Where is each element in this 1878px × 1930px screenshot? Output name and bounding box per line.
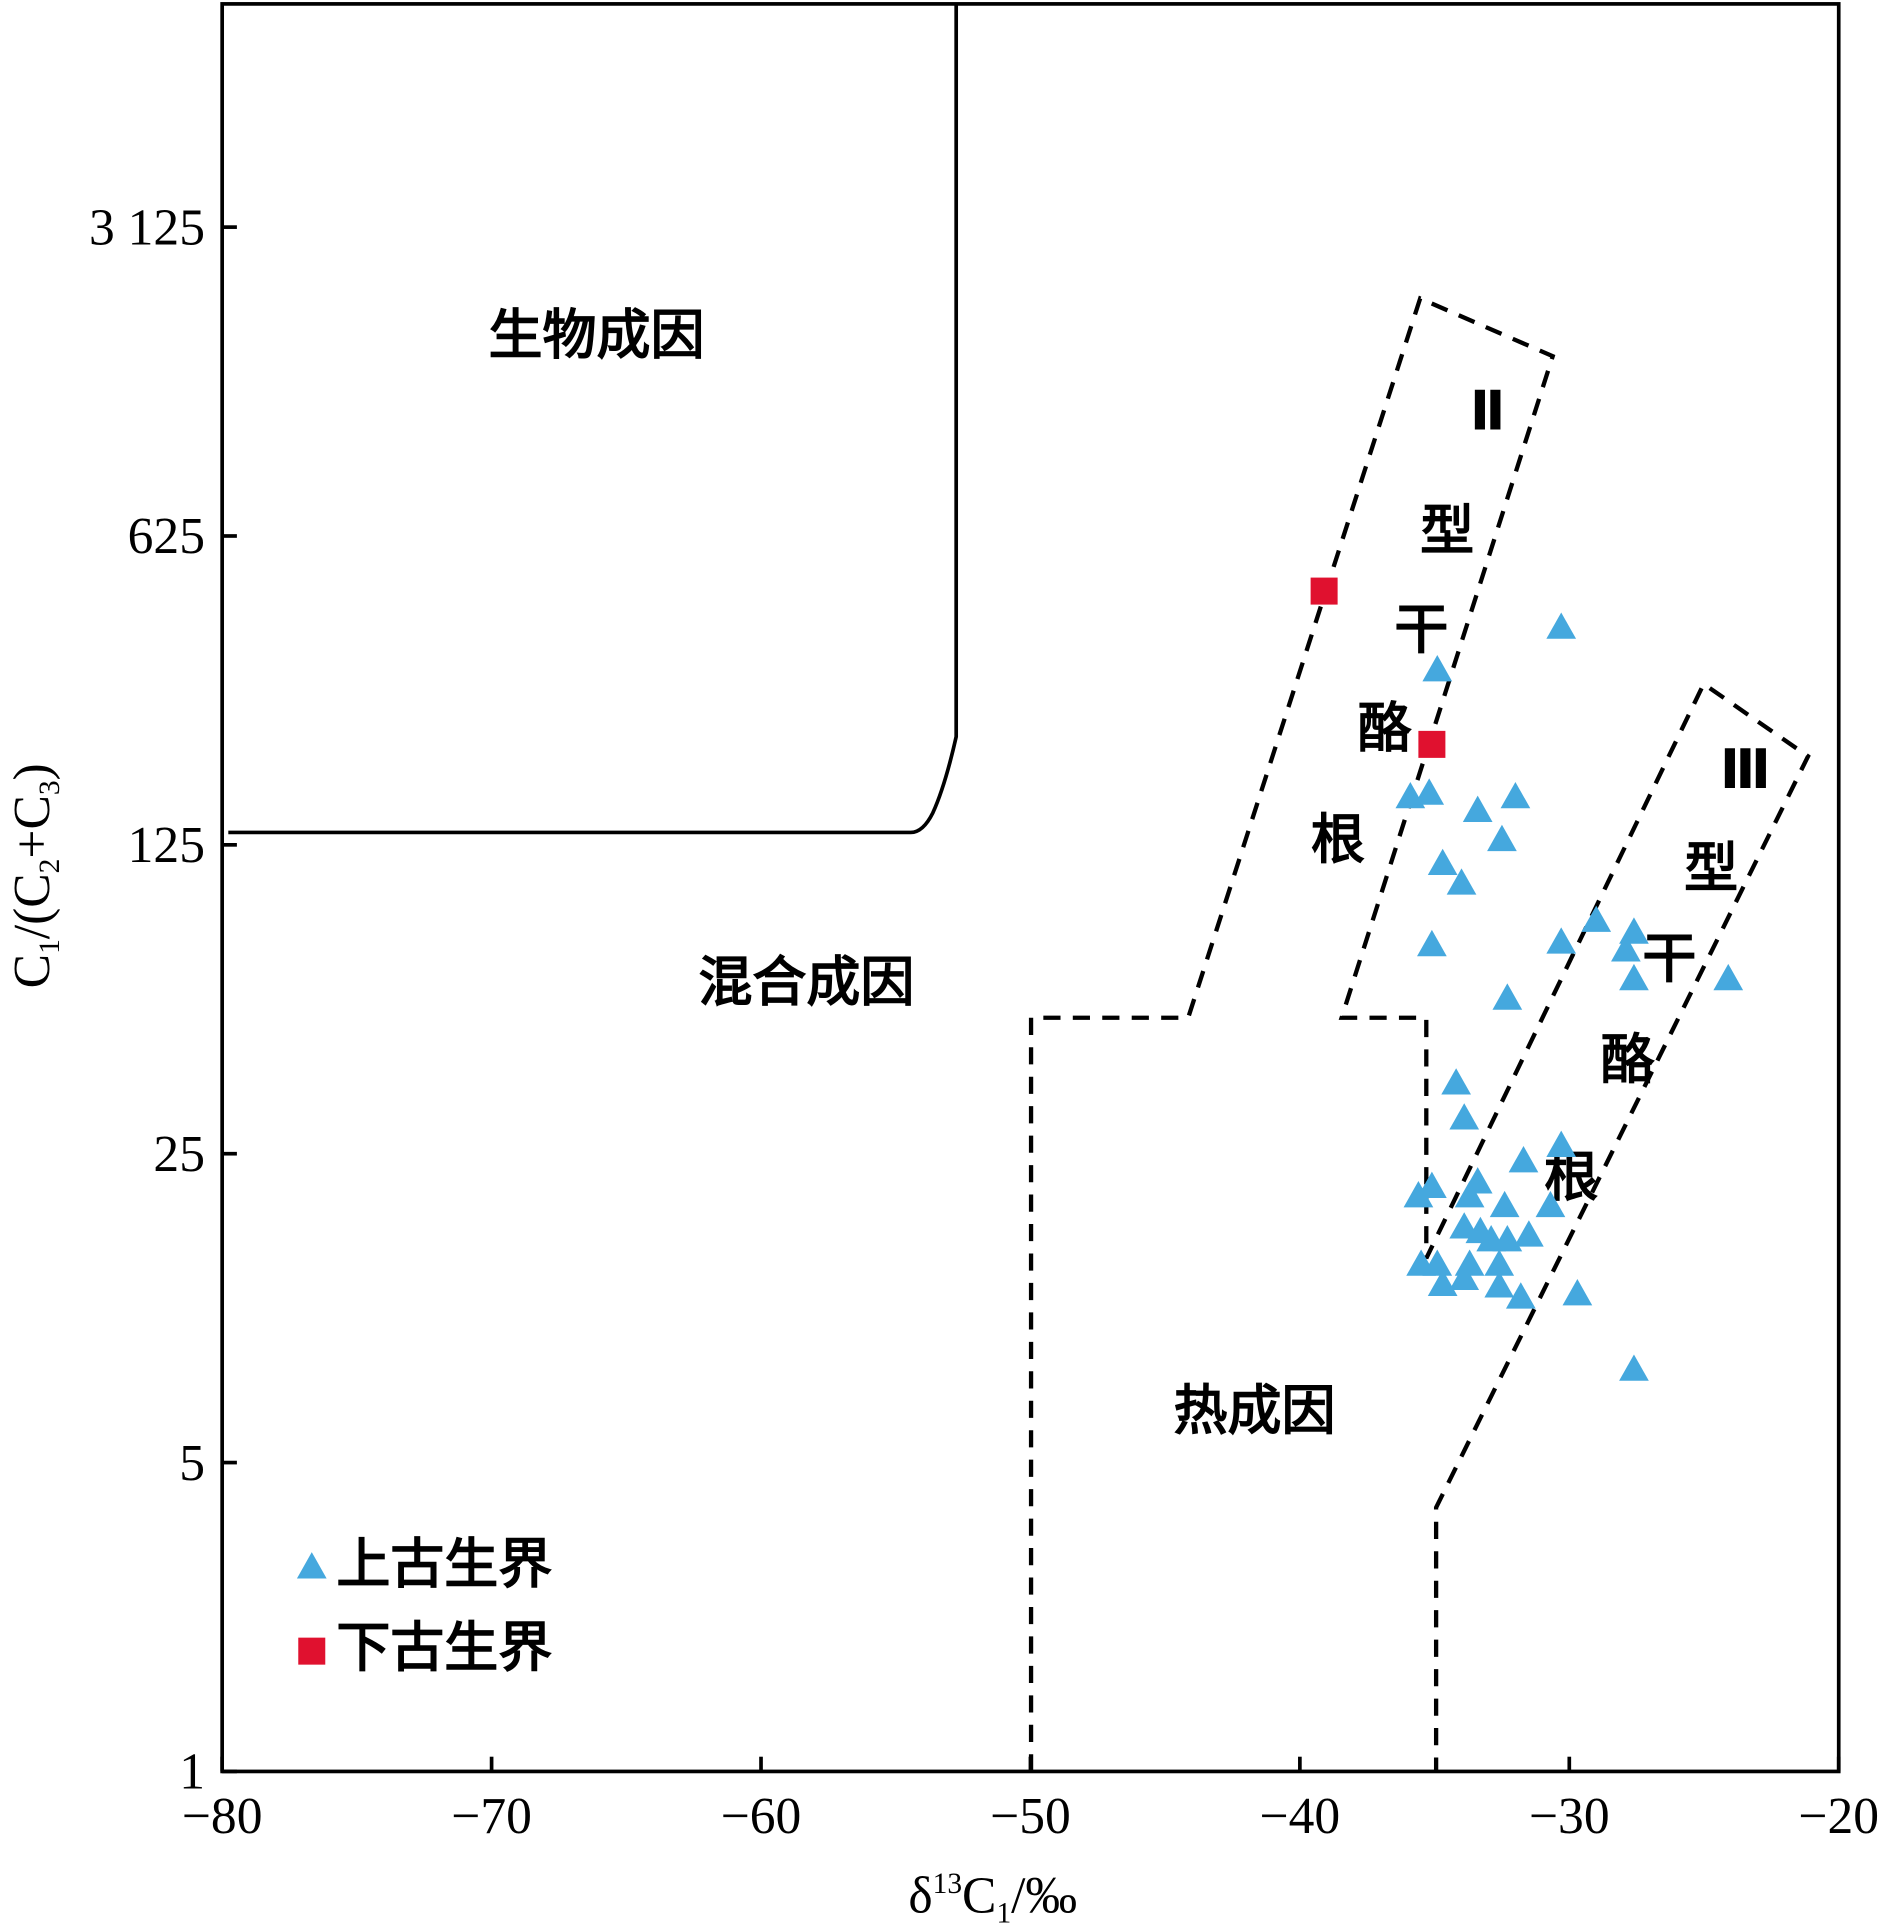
label-part: 2: [34, 859, 66, 874]
marker-triangle: [1484, 1271, 1515, 1298]
y-tick-label: 1: [179, 1744, 205, 1801]
marker-triangle: [1454, 1181, 1485, 1208]
x-tick-label: −70: [451, 1788, 532, 1845]
marker-triangle: [1484, 1249, 1515, 1276]
marker-triangle: [1427, 848, 1458, 876]
kerogen-boundary: [1028, 295, 1811, 1772]
x-tick-label: −20: [1798, 1788, 1878, 1845]
label-part: +C: [4, 795, 61, 858]
marker-triangle: [1500, 781, 1531, 809]
label-part: C: [4, 954, 61, 988]
marker-triangle: [1487, 824, 1517, 852]
x-tick-label: −30: [1529, 1788, 1610, 1845]
marker-triangle: [1505, 1282, 1536, 1309]
marker-square: [1418, 730, 1446, 758]
marker-triangle: [1489, 1190, 1520, 1218]
region-label: 混合成因: [698, 951, 914, 1014]
marker-triangle: [1508, 1146, 1539, 1173]
region-label: 热成因: [1173, 1379, 1335, 1442]
region-label: 型: [1420, 499, 1474, 562]
marker-triangle: [1454, 1249, 1485, 1276]
legend-label: 上古生界: [336, 1532, 552, 1595]
marker-triangle: [1492, 983, 1523, 1010]
region-label: 酪: [1358, 696, 1413, 759]
x-tick-label: −50: [990, 1788, 1071, 1845]
marker-triangle: [1417, 1171, 1447, 1198]
marker-triangle: [1713, 963, 1744, 991]
y-axis-label: C1/(C2+C3): [4, 763, 66, 988]
marker-triangle: [1422, 1249, 1453, 1276]
label-part: 13: [933, 1868, 962, 1900]
label-part: C: [962, 1868, 996, 1925]
region-label: 干: [1394, 598, 1448, 661]
region-label: 型: [1684, 836, 1738, 899]
x-tick-label: −60: [721, 1788, 802, 1845]
label-part: /‰: [1011, 1868, 1077, 1925]
marker-triangle: [1462, 795, 1493, 822]
label-part: δ: [908, 1868, 932, 1925]
region-label: Ⅲ: [1720, 738, 1771, 801]
marker-square: [298, 1637, 326, 1665]
marker-triangle: [1449, 1212, 1480, 1239]
region-label: 根: [1311, 808, 1365, 871]
marker-triangle: [1546, 1130, 1577, 1157]
y-tick-label: 25: [153, 1126, 205, 1183]
marker-triangle: [1414, 778, 1445, 805]
y-tick-label: 625: [128, 508, 205, 565]
marker-triangle: [1619, 963, 1649, 991]
y-tick-label: 125: [128, 817, 205, 874]
marker-triangle: [1535, 1190, 1566, 1218]
marker-triangle: [1403, 1181, 1434, 1208]
x-tick-label: −40: [1260, 1788, 1341, 1845]
marker-triangle: [1514, 1220, 1544, 1247]
marker-triangle: [1446, 868, 1477, 895]
marker-triangle: [1619, 1354, 1649, 1381]
marker-triangle: [1417, 929, 1447, 957]
y-tick-label: 3 125: [89, 199, 205, 256]
label-part: /(C: [4, 873, 61, 939]
label-part: 1: [996, 1897, 1011, 1929]
biogenic-boundary: [228, 3, 959, 835]
marker-square: [1310, 577, 1338, 605]
marker-triangle: [1449, 1103, 1480, 1130]
marker-triangle: [296, 1552, 327, 1579]
marker-triangle: [1562, 1279, 1593, 1306]
region-label: 酪: [1601, 1028, 1656, 1091]
marker-triangle: [1581, 905, 1612, 932]
label-part: 3: [34, 780, 66, 795]
marker-triangle: [1441, 1068, 1471, 1095]
x-axis-label: δ13C1/‰: [908, 1868, 1077, 1930]
label-part: 1: [34, 939, 66, 954]
region-label: 生物成因: [489, 304, 705, 367]
marker-triangle: [1546, 927, 1577, 954]
x-tick-label: −80: [182, 1788, 263, 1845]
marker-triangle: [1546, 612, 1577, 639]
marker-triangle: [1611, 935, 1641, 962]
label-part: ): [4, 763, 61, 780]
legend-label: 下古生界: [336, 1616, 552, 1679]
region-label: Ⅱ: [1470, 380, 1506, 443]
svg-text:C1/(C2+C3): C1/(C2+C3): [4, 763, 66, 988]
region-label: 干: [1642, 927, 1696, 990]
svg-text:δ13C1/‰: δ13C1/‰: [908, 1868, 1077, 1930]
y-tick-label: 5: [179, 1435, 205, 1492]
marker-triangle: [1492, 1225, 1523, 1252]
marker-triangle: [1449, 1263, 1480, 1291]
marker-triangle: [1422, 655, 1453, 682]
